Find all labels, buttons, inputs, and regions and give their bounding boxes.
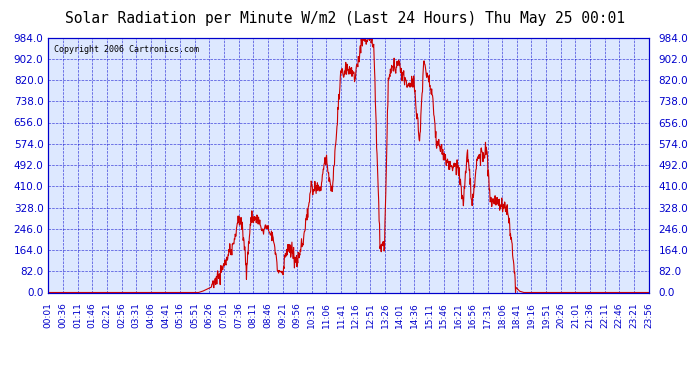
Text: Copyright 2006 Cartronics.com: Copyright 2006 Cartronics.com <box>55 45 199 54</box>
Text: Solar Radiation per Minute W/m2 (Last 24 Hours) Thu May 25 00:01: Solar Radiation per Minute W/m2 (Last 24… <box>65 11 625 26</box>
